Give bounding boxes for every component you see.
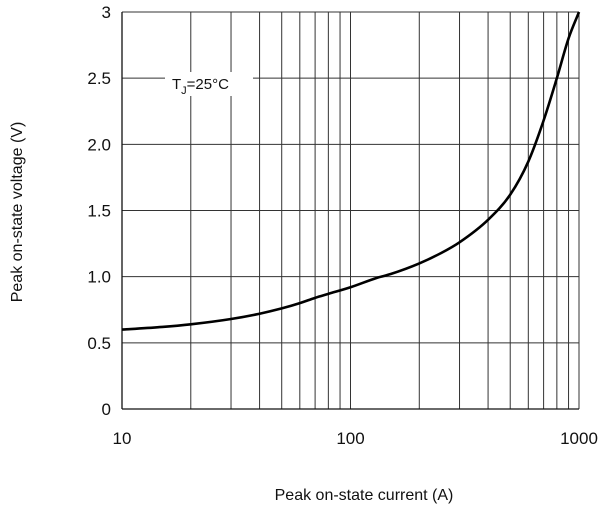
grid (121, 11, 580, 410)
y-tick-label: 0.5 (87, 334, 111, 353)
annotation-background (165, 72, 253, 96)
y-tick-label: 1.5 (87, 202, 111, 221)
series-line (121, 11, 581, 331)
data-series (121, 11, 581, 331)
y-axis-title: Peak on-state voltage (V) (9, 122, 26, 303)
y-tick-label: 2.5 (87, 69, 111, 88)
annotation-rest: =25°C (187, 76, 229, 93)
annotation-text: TJ=25°C (172, 76, 229, 97)
annotation-subscript: J (181, 85, 187, 97)
y-tick-label: 0 (102, 400, 111, 419)
x-tick-label: 1000 (560, 429, 598, 448)
y-tick-label: 1.0 (87, 268, 111, 287)
x-tick-label: 100 (336, 429, 364, 448)
annotation-tj: TJ=25°C (165, 72, 253, 97)
annotation-main: T (172, 76, 181, 93)
tick-labels: 0 0.5 1.0 1.5 2.0 2.5 3 10 100 1000 (87, 3, 598, 448)
x-axis-title: Peak on-state current (A) (275, 487, 454, 504)
x-tick-label: 10 (113, 429, 132, 448)
y-tick-label: 3 (102, 3, 111, 22)
y-tick-label: 2.0 (87, 135, 111, 154)
